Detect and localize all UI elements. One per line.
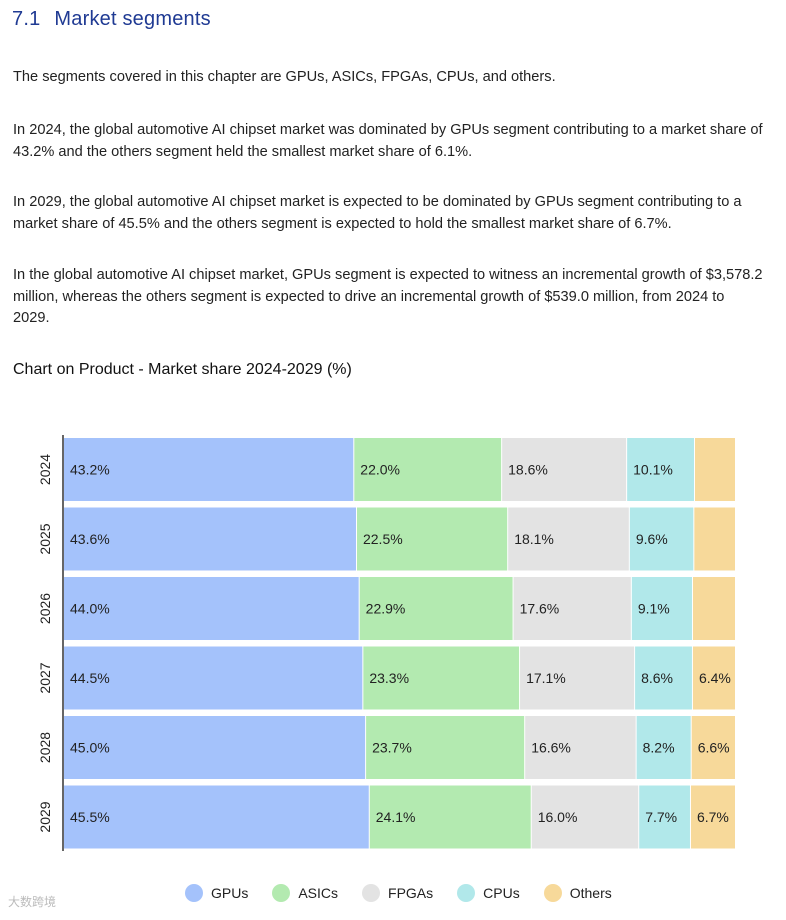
bar-cpus-2029	[639, 785, 690, 849]
data-label-cpus-2028: 8.2%	[643, 740, 675, 756]
bar-fpgas-2029	[531, 785, 639, 849]
data-label-cpus-2026: 9.1%	[638, 601, 670, 617]
intro-paragraph: The segments covered in this chapter are…	[13, 69, 556, 85]
bar-fpgas-2026	[513, 577, 631, 640]
data-label-asics-2027: 23.3%	[369, 670, 409, 686]
legend-item-cpus: CPUs	[457, 884, 520, 902]
bar-gpus-2026	[64, 577, 359, 640]
bar-others-2025	[694, 507, 735, 571]
data-label-fpgas-2025: 18.1%	[514, 531, 554, 547]
legend-swatch-others	[543, 884, 562, 902]
bar-asics-2026	[359, 577, 513, 640]
data-label-others-2027: 6.4%	[699, 670, 731, 686]
bar-gpus-2024	[64, 438, 354, 501]
bar-asics-2025	[356, 507, 508, 571]
year-label-2024: 2024	[37, 454, 53, 485]
chart-title: Chart on Product - Market share 2024-202…	[13, 361, 352, 378]
paragraph-growth: In the global automotive AI chipset mark…	[13, 267, 763, 326]
bar-asics-2024	[354, 438, 502, 501]
paragraph-2024: In 2024, the global automotive AI chipse…	[13, 122, 763, 160]
legend-label-fpgas: FPGAs	[388, 885, 434, 901]
bar-fpgas-2027	[520, 646, 635, 710]
bar-fpgas-2024	[502, 438, 627, 501]
section-number: 7.1	[12, 8, 41, 30]
legend-item-gpus: GPUs	[185, 884, 248, 902]
bar-fpgas-2025	[508, 507, 629, 571]
data-label-fpgas-2027: 17.1%	[526, 670, 566, 686]
bar-cpus-2026	[631, 577, 692, 640]
year-label-2026: 2026	[37, 593, 53, 624]
year-label-2028: 2028	[37, 732, 53, 763]
legend-label-cpus: CPUs	[483, 885, 520, 901]
year-label-2025: 2025	[37, 523, 53, 554]
watermark: 大数跨境	[8, 895, 57, 909]
bar-gpus-2029	[64, 785, 369, 849]
bar-cpus-2024	[627, 438, 695, 501]
section-heading: 7.1 Market segments	[12, 8, 211, 31]
bar-asics-2028	[366, 716, 525, 779]
legend-item-others: Others	[543, 884, 612, 902]
data-label-asics-2029: 24.1%	[376, 809, 416, 825]
bar-others-2028	[691, 716, 735, 779]
data-label-fpgas-2024: 18.6%	[508, 462, 548, 478]
bar-cpus-2027	[635, 646, 692, 710]
bar-fpgas-2028	[525, 716, 636, 779]
bar-gpus-2025	[64, 507, 356, 571]
legend-swatch-asics	[272, 884, 291, 902]
bar-others-2027	[692, 646, 735, 710]
bar-others-2026	[692, 577, 735, 640]
legend-item-fpgas: FPGAs	[362, 884, 433, 902]
legend-item-asics: ASICs	[272, 884, 338, 902]
section-title: Market segments	[54, 8, 211, 30]
data-label-asics-2025: 22.5%	[363, 531, 403, 547]
bar-asics-2029	[369, 785, 531, 849]
bar-asics-2027	[363, 646, 520, 710]
data-label-others-2029: 6.7%	[697, 809, 729, 825]
data-label-gpus-2026: 44.0%	[70, 601, 110, 617]
data-label-gpus-2024: 43.2%	[70, 462, 110, 478]
bar-gpus-2027	[64, 646, 363, 710]
data-label-cpus-2027: 8.6%	[641, 670, 673, 686]
bar-cpus-2025	[629, 507, 694, 571]
data-label-gpus-2029: 45.5%	[70, 809, 110, 825]
data-label-gpus-2027: 44.5%	[70, 670, 110, 686]
data-label-fpgas-2026: 17.6%	[520, 601, 560, 617]
data-label-gpus-2028: 45.0%	[70, 740, 110, 756]
market-share-chart: 43.2% 22.0% 18.6% 10.1% 2024 43.6% 22.5% 18.1% 9…	[37, 435, 735, 851]
year-label-2029: 2029	[37, 801, 53, 832]
bar-others-2024	[695, 438, 735, 501]
legend-swatch-fpgas	[362, 884, 381, 902]
legend-label-others: Others	[569, 885, 612, 901]
bar-gpus-2028	[64, 716, 366, 779]
data-label-gpus-2025: 43.6%	[70, 531, 110, 547]
data-label-fpgas-2029: 16.0%	[538, 809, 578, 825]
data-label-cpus-2029: 7.7%	[645, 809, 677, 825]
data-label-cpus-2024: 10.1%	[633, 462, 673, 478]
bar-others-2029	[690, 785, 735, 849]
bar-cpus-2028	[636, 716, 691, 779]
data-label-asics-2026: 22.9%	[366, 601, 406, 617]
legend-label-asics: ASICs	[298, 885, 339, 901]
data-label-asics-2028: 23.7%	[372, 740, 412, 756]
paragraph-2029: In 2029, the global automotive AI chipse…	[13, 194, 742, 232]
legend-swatch-cpus	[457, 884, 476, 902]
data-label-others-2028: 6.6%	[698, 740, 730, 756]
year-label-2027: 2027	[37, 662, 53, 693]
data-label-fpgas-2028: 16.6%	[531, 740, 571, 756]
data-label-cpus-2025: 9.6%	[636, 531, 668, 547]
data-label-asics-2024: 22.0%	[360, 462, 400, 478]
chart-legend: GPUs ASICs FPGAs CPUs Others	[185, 884, 612, 902]
legend-swatch-gpus	[185, 884, 203, 902]
legend-label-gpus: GPUs	[211, 885, 249, 901]
